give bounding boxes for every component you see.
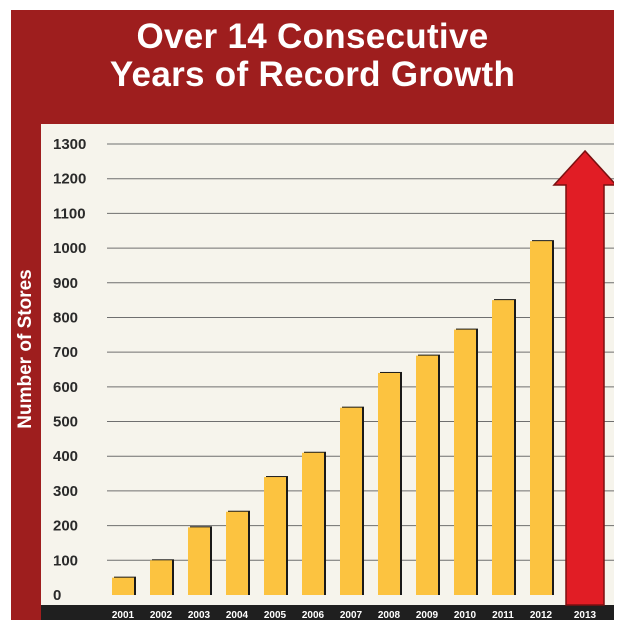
bar [454, 329, 476, 595]
y-tick-label: 100 [53, 552, 78, 569]
y-tick-label: 900 [53, 275, 78, 292]
bar [226, 511, 248, 595]
x-tick-label: 2009 [416, 610, 439, 620]
x-tick-label: 2003 [188, 610, 211, 620]
x-tick-label: 2010 [454, 610, 477, 620]
x-tick-label: 2013 [574, 610, 597, 620]
bar [340, 407, 362, 595]
y-tick-label: 1100 [53, 205, 86, 222]
bar-chart: 0 100 200 300 400 500 600 700 800 900 1000 1100 1200… [41, 136, 614, 620]
y-tick-label: 300 [53, 483, 78, 500]
y-tick-label: 1300 [53, 136, 86, 153]
bar [150, 560, 172, 595]
x-tick-label: 2001 [112, 610, 135, 620]
y-axis-label: Number of Stores [15, 269, 36, 429]
x-tick-label: 2004 [226, 610, 249, 620]
bar [378, 372, 400, 595]
y-tick-label: 0 [53, 587, 61, 604]
bar [264, 477, 286, 595]
chart-title: Over 14 Consecutive Years of Record Grow… [11, 18, 614, 94]
y-tick-label: 1000 [53, 240, 86, 257]
x-tick-label: 2007 [340, 610, 363, 620]
bar [188, 527, 210, 595]
y-tick-label: 1200 [53, 171, 86, 188]
x-tick-label: 2002 [150, 610, 173, 620]
y-tick-label: 500 [53, 414, 78, 431]
chart-title-line-1: Over 14 Consecutive [136, 17, 489, 56]
chart-title-line-2: Years of Record Growth [109, 55, 516, 94]
y-tick-label: 200 [53, 518, 78, 535]
bar [530, 241, 552, 595]
x-tick-label: 2005 [264, 610, 287, 620]
y-tick-label: 600 [53, 379, 78, 396]
bar [416, 355, 438, 595]
plot-area: 0 100 200 300 400 500 600 700 800 900 1000 1100 1200… [41, 124, 614, 620]
x-tick-label: 2006 [302, 610, 325, 620]
bar [302, 452, 324, 595]
x-tick-label: 2011 [492, 610, 514, 620]
x-tick-label: 2008 [378, 610, 401, 620]
projection-arrow [552, 149, 614, 606]
x-tick-label: 2012 [530, 610, 553, 620]
y-axis-label-area: Number of Stores [11, 124, 41, 624]
y-tick-label: 700 [53, 344, 78, 361]
bar [492, 300, 514, 595]
bar [112, 577, 134, 595]
y-tick-label: 400 [53, 448, 78, 465]
chart-frame: Over 14 Consecutive Years of Record Grow… [11, 10, 614, 620]
x-axis-band [41, 605, 614, 620]
y-tick-label: 800 [53, 309, 78, 326]
